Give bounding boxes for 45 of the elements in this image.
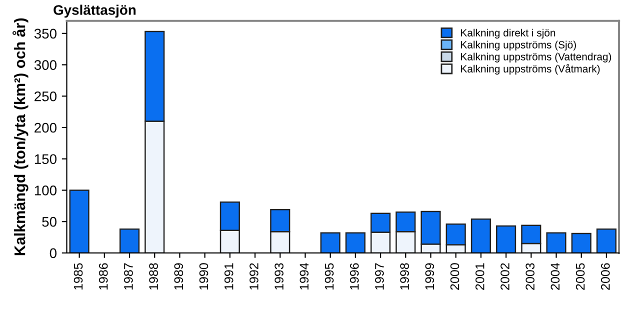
- x-tick-label: 1986: [98, 263, 108, 290]
- x-tick-label: 2001: [475, 263, 484, 290]
- x-tick-label: 1987: [124, 263, 133, 290]
- chart-title: Gyslättasjön: [54, 4, 136, 18]
- legend-label: Kalkning uppströms (Våtmark): [461, 64, 600, 75]
- bar: [345, 232, 366, 253]
- bar: [596, 228, 616, 253]
- x-tick-label: 1988: [149, 263, 158, 290]
- x-tick-label: 2003: [526, 263, 535, 290]
- x-tick-label: 2004: [550, 263, 560, 290]
- y-tick-label: 250: [34, 91, 57, 102]
- bar: [571, 232, 592, 253]
- y-tick-label: 0: [50, 248, 57, 258]
- bar: [470, 218, 491, 253]
- x-tick-label: 2005: [576, 263, 585, 290]
- x-tick-label: 2000: [450, 263, 460, 290]
- y-tick-label: 100: [34, 186, 57, 196]
- bar: [119, 228, 140, 253]
- y-tick-label: 50: [42, 216, 57, 227]
- x-tick-label: 2006: [600, 263, 610, 290]
- y-axis-title: Kalkmängd (ton/yta (km²) och år): [12, 18, 28, 256]
- bar: [496, 225, 516, 253]
- x-tick-label: 1985: [74, 263, 83, 290]
- legend-label: Kalkning uppströms (Vattendrag): [461, 52, 612, 62]
- legend-label: Kalkning direkt i sjön: [461, 28, 556, 39]
- x-tick-label: 1991: [224, 263, 234, 290]
- bar: [546, 232, 566, 253]
- y-tick-label: 350: [34, 28, 57, 39]
- x-tick-label: 1995: [324, 263, 334, 290]
- y-tick-label: 300: [34, 60, 57, 70]
- x-tick-label: 1996: [350, 263, 359, 290]
- legend-label: Kalkning uppströms (Sjö): [461, 40, 576, 50]
- bar: [320, 232, 340, 253]
- x-tick-label: 1992: [250, 263, 258, 290]
- x-tick-label: 1998: [400, 263, 409, 290]
- x-tick-label: 1989: [174, 263, 184, 290]
- x-tick-label: 1994: [300, 263, 309, 290]
- x-tick-label: 1993: [274, 263, 284, 290]
- bar: [69, 190, 90, 253]
- x-tick-label: 1997: [375, 263, 384, 290]
- x-tick-label: 1999: [425, 263, 434, 290]
- x-tick-label: 2002: [500, 263, 510, 290]
- y-tick-label: 200: [34, 122, 57, 133]
- y-tick-label: 150: [34, 154, 57, 164]
- x-tick-label: 1990: [199, 263, 208, 290]
